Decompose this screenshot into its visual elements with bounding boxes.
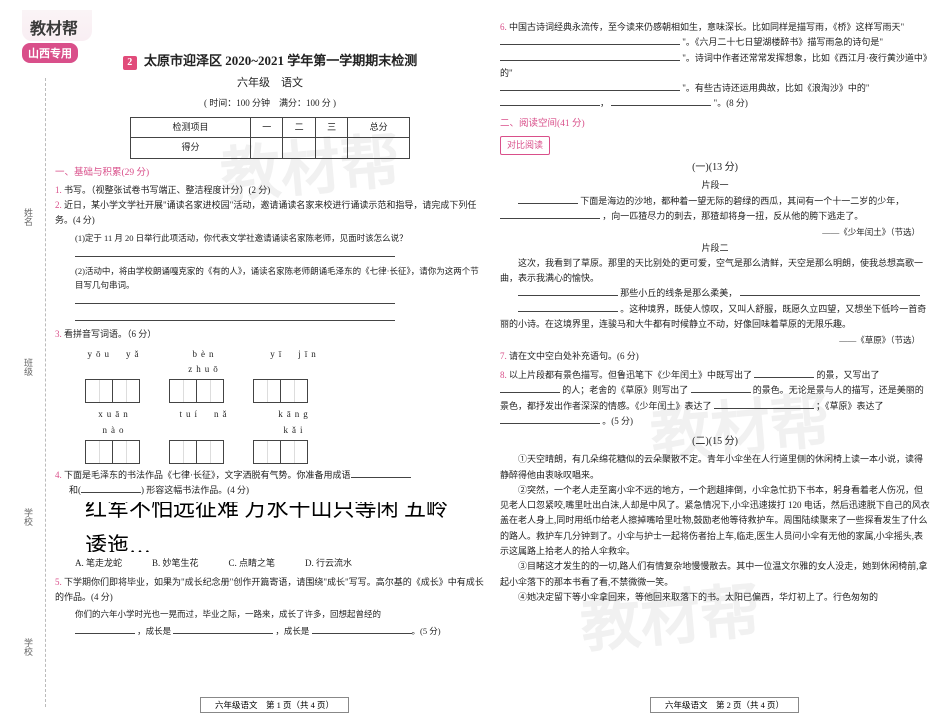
answer-blank[interactable] [754,368,814,378]
answer-blank[interactable] [518,286,618,296]
option[interactable]: B. 妙笔生花 [152,556,199,571]
p2-para3: ③目睹这才发生的的一切,路人们有情复杂地慢慢散去。其中一位温文尔雅的女人没走，她… [500,559,930,590]
pinyin-row: xuān nào tuí nǎ kāng kǎi [85,407,485,438]
char-box[interactable] [169,379,223,403]
td[interactable] [348,138,410,158]
option[interactable]: A. 笔走龙蛇 [75,556,122,571]
p2-para1: ①天空晴朗，有几朵绵花糖似的云朵聚散不定。青年小伞坐在人行道里侧的休闲椅上读一本… [500,452,930,483]
q8: 8. 以上片段都有景色描写。但鲁迅笔下《少年闰土》中既写出了 的景，又写出了 的… [500,368,930,429]
q7: 7. 请在文中空白处补充语句。(6 分) [500,349,930,364]
page-2: 6. 中国古诗词经典永流传，至今读来仍感朝相如生，意味深长。比如同样是描写雨，《… [500,20,930,605]
pinyin-row: yōu yǎ bèn zhuō yī jīn [85,347,485,378]
char-boxes-row [85,379,485,403]
q5: 5. 下学期你们即将毕业，如果为"成长纪念册"创作开篇寄语，请围绕"成长"写写。… [55,575,485,606]
answer-blank[interactable] [518,194,578,204]
char-box[interactable] [169,440,223,464]
answer-blank[interactable] [312,624,412,634]
page-1: 2 太原市迎泽区 2020~2021 学年第一学期期末检测 六年级 语文 ( 时… [55,50,485,640]
page-footer-1: 六年级语文 第 1 页（共 4 页） [200,697,349,713]
char-box[interactable] [253,379,307,403]
th: 总分 [348,118,410,138]
spine-label: 学校 [22,508,35,526]
title-badge-num: 2 [123,56,137,70]
answer-blank[interactable] [351,468,411,478]
answer-blank[interactable] [75,294,395,304]
passage2-label: 片段二 [500,241,930,256]
passage1-label: 片段一 [500,178,930,193]
answer-blank[interactable] [611,96,711,106]
answer-blank[interactable] [75,624,135,634]
spine-label: 姓名 [22,208,35,226]
answer-blank[interactable] [500,383,560,393]
brand-region: 山西专用 [22,43,78,63]
option[interactable]: D. 行云流水 [305,556,352,571]
answer-blank[interactable] [691,383,751,393]
char-box[interactable] [85,379,139,403]
answer-blank[interactable] [518,302,618,312]
section-heading: 一、基础与积累(29 分) [55,165,485,181]
answer-blank[interactable] [500,35,680,45]
option[interactable]: C. 点睛之笔 [229,556,276,571]
grade-subject: 六年级 语文 [55,74,485,93]
passage1: 下面是海边的沙地，都种着一望无际的碧绿的西瓜，其间有一个十一二岁的少年， ，向一… [500,194,930,225]
answer-blank[interactable] [500,209,600,219]
passage1-source: ——《少年闰土》（节选） [500,225,920,239]
q3: 3. 看拼音写词语。（6 分） [55,327,485,342]
passage2-a: 这次，我看到了草原。那里的天比别处的更可爱，空气是那么清鲜，天空是那么明朗，使我… [500,256,930,287]
td[interactable] [250,138,282,158]
spine-label: 班级 [22,358,35,376]
spine-label: 学校 [22,638,35,656]
th: 检测项目 [131,118,251,138]
answer-blank[interactable] [81,483,141,493]
answer-blank[interactable] [75,311,395,321]
q2-sub1: (1)定于 11 月 20 日举行此项活动，你代表文学社邀请诵读名家陈老师，见面… [75,231,485,245]
calligraphy-image: 红军不怕远征难 万水千山只等闲 五岭逶迤… [85,502,455,552]
th: 一 [250,118,282,138]
exam-info: ( 时间：100 分钟 满分：100 分 ) [55,96,485,111]
brand-name: 教材帮 [22,10,92,41]
answer-blank[interactable] [500,414,600,424]
passage2-c: 。这种境界，既使人惊叹，又叫人舒服，既愿久立四望，又想坐下低吟一首奇丽的小诗。在… [500,302,930,333]
passage2-source: ——《草原》（节选） [500,333,920,347]
binding-spine: 姓名 班级 学校 学校 [28,78,46,707]
part1-title: (一)(13 分) [500,159,930,176]
q2: 2. 近日，某小学文学社开展"诵读名家进校园"活动，邀请诵读名家来校进行诵读示范… [55,198,485,229]
reading-type-label: 对比阅读 [500,136,550,155]
answer-blank[interactable] [500,81,680,91]
answer-blank[interactable] [500,51,680,61]
section-heading: 二、阅读空间(41 分) [500,116,930,132]
q1: 1. 书写。（视整张试卷书写端正、整洁程度计分）(2 分) [55,183,485,198]
td: 得分 [131,138,251,158]
q6: 6. 中国古诗词经典永流传，至今读来仍感朝相如生，意味深长。比如同样是描写雨，《… [500,20,930,112]
q4: 4. 下面是毛泽东的书法作品《七律·长征》，文字洒脱有气势。你准备用成语 [55,468,485,483]
answer-blank[interactable] [740,286,920,296]
q2-sub2: (2)活动中，将由学校朗诵嘎克家的《有的人》，诵读名家陈老师朗诵毛泽东的《七律·… [75,264,485,293]
brand-header: 教材帮 山西专用 [22,10,92,63]
p2-para2: ②突然，一个老人走至离小伞不远的地方，一个趔趄摔倒，小伞急忙扔下书本，躬身看着老… [500,483,930,559]
q4-line2: 和() 形容这幅书法作品。(4 分) [69,483,485,498]
exam-title: 2 太原市迎泽区 2020~2021 学年第一学期期末检测 [55,50,485,72]
td[interactable] [315,138,347,158]
q5-body2: ，成长是 ，成长是 。(5 分) [75,624,485,638]
answer-blank[interactable] [714,399,814,409]
passage2-b: 那些小丘的线条是那么柔美， [500,286,930,301]
answer-blank[interactable] [173,624,273,634]
th: 三 [315,118,347,138]
page-footer-2: 六年级语文 第 2 页（共 4 页） [650,697,799,713]
char-box[interactable] [85,440,139,464]
q4-options: A. 笔走龙蛇 B. 妙笔生花 C. 点睛之笔 D. 行云流水 [75,556,485,571]
answer-blank[interactable] [500,96,600,106]
p2-para4: ④她决定留下等小伞拿回来，等他回来取落下的书。太阳已偏西，华灯初上了。行色匆匆的 [500,590,930,605]
th: 二 [283,118,315,138]
char-box[interactable] [253,440,307,464]
q5-body: 你们的六年小学时光也一晃而过，毕业之际，一路来，成长了许多，回想起曾经的 [75,607,485,621]
part2-title: (二)(15 分) [500,433,930,450]
td[interactable] [283,138,315,158]
score-table: 检测项目 一 二 三 总分 得分 [130,117,410,159]
answer-blank[interactable] [75,247,395,257]
title-text: 太原市迎泽区 2020~2021 学年第一学期期末检测 [144,53,417,68]
char-boxes-row [85,440,485,464]
